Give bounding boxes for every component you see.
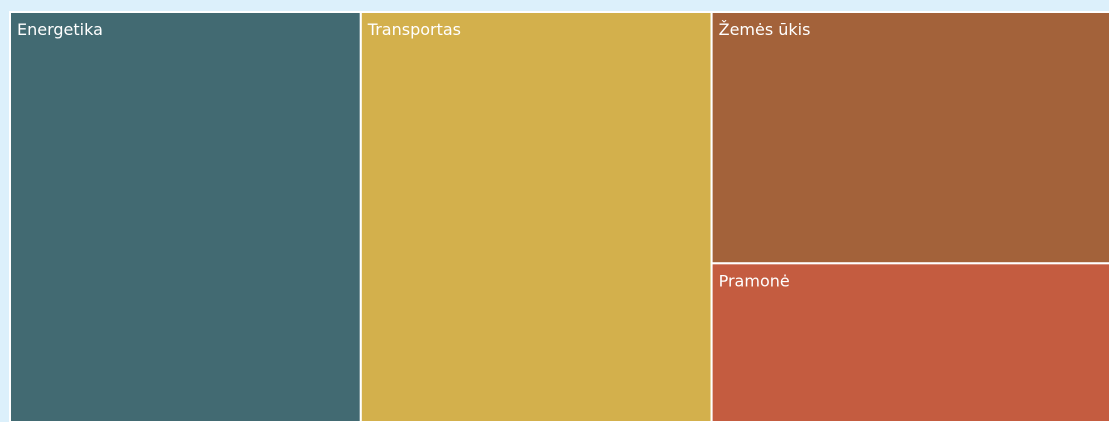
cell-label: Transportas [367,20,461,39]
treemap-cell [359,11,713,422]
treemap-cell [710,262,1109,422]
treemap-cell [710,11,1109,265]
cell-label: Pramonė [719,271,790,290]
treemap-cell [9,11,362,422]
cell-label: Energetika [17,20,103,39]
cell-label: Žemės ūkis [719,20,811,39]
